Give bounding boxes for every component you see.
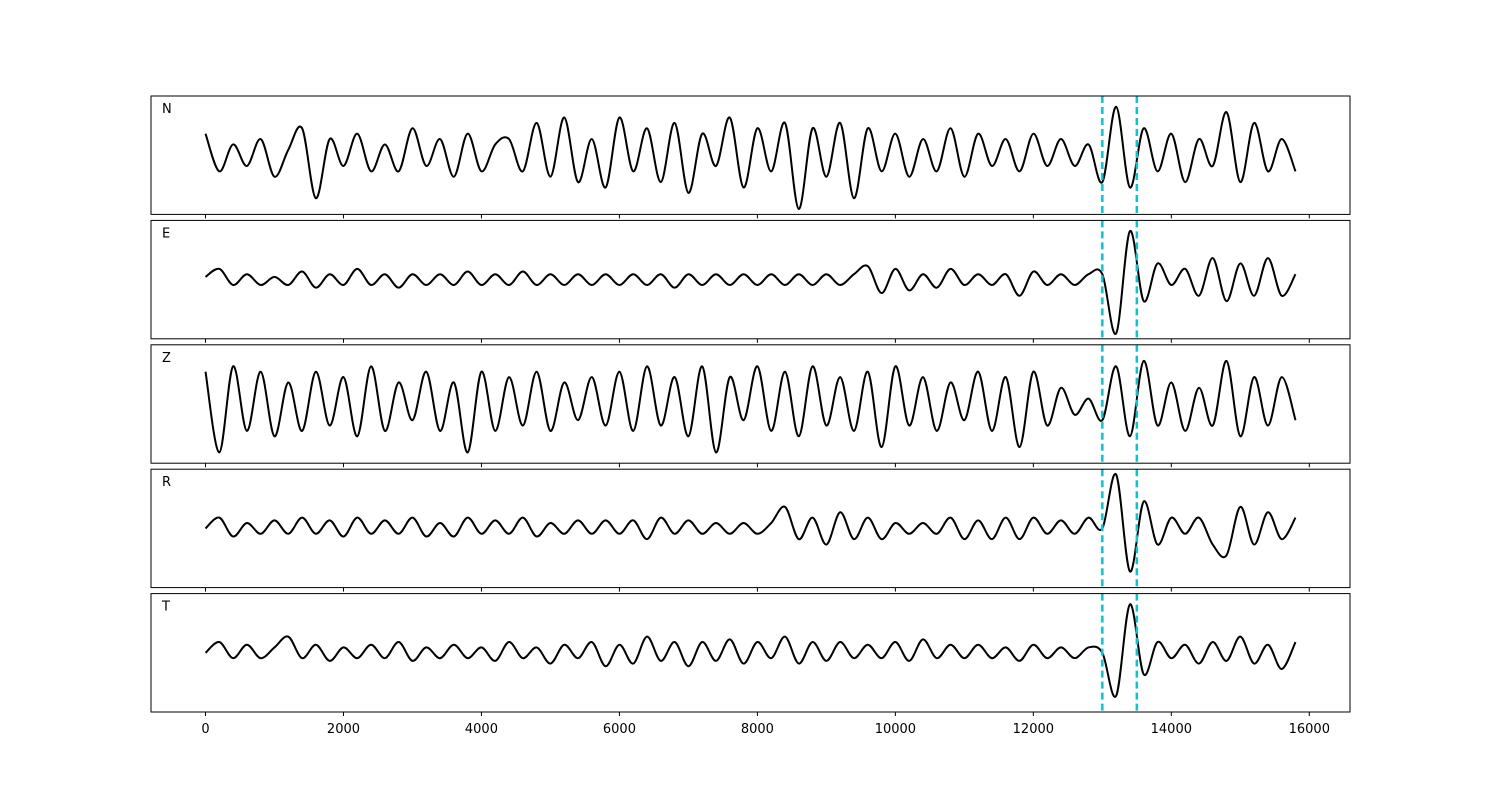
trace	[204, 105, 1297, 211]
x-tick-label: 14000	[1151, 722, 1192, 737]
x-tick-label: 10000	[875, 722, 916, 737]
x-tick-label: 2000	[327, 722, 360, 737]
panel	[204, 473, 1297, 573]
trace	[204, 359, 1297, 454]
trace	[204, 603, 1297, 698]
panel	[204, 359, 1297, 454]
panel-frame	[150, 219, 1351, 340]
panel-label: N	[162, 102, 172, 117]
panel-label: R	[162, 475, 171, 490]
panel-label: T	[161, 600, 170, 615]
panel-frame	[150, 593, 1351, 713]
panel-label: Z	[162, 351, 171, 366]
panel	[204, 105, 1297, 211]
x-tick-label: 12000	[1013, 722, 1054, 737]
panel-label: E	[162, 226, 170, 241]
trace	[204, 473, 1297, 573]
x-tick-label: 4000	[465, 722, 498, 737]
x-tick-label: 8000	[741, 722, 774, 737]
panel-frame	[150, 95, 1351, 215]
panel	[204, 603, 1297, 698]
panel-frame	[150, 468, 1351, 589]
panel-frame	[150, 344, 1351, 464]
x-tick-label: 6000	[603, 722, 636, 737]
x-tick-label: 0	[201, 722, 209, 737]
panel	[204, 230, 1297, 335]
x-tick-label: 16000	[1289, 722, 1330, 737]
trace	[204, 230, 1297, 335]
